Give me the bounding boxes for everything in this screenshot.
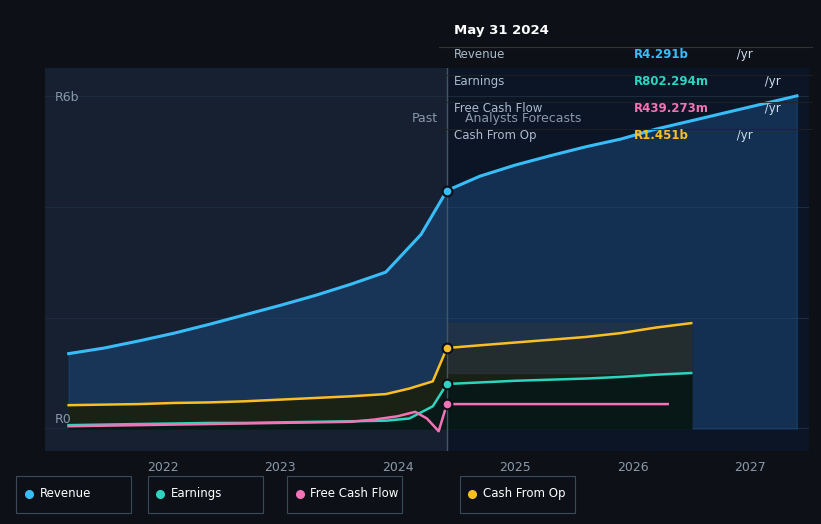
Text: R1.451b: R1.451b (634, 129, 688, 142)
FancyBboxPatch shape (16, 476, 131, 513)
FancyBboxPatch shape (460, 476, 575, 513)
Bar (45, 68, 447, 451)
Text: Revenue: Revenue (39, 487, 91, 500)
Text: Analysts Forecasts: Analysts Forecasts (465, 113, 581, 125)
Text: /yr: /yr (761, 102, 781, 115)
Text: /yr: /yr (733, 48, 753, 61)
Text: /yr: /yr (761, 75, 781, 89)
Text: Cash From Op: Cash From Op (454, 129, 537, 142)
Text: Earnings: Earnings (171, 487, 222, 500)
FancyBboxPatch shape (148, 476, 263, 513)
Text: Earnings: Earnings (454, 75, 506, 89)
Text: May 31 2024: May 31 2024 (454, 24, 549, 37)
Text: Revenue: Revenue (454, 48, 506, 61)
FancyBboxPatch shape (287, 476, 402, 513)
Text: Past: Past (411, 113, 438, 125)
Text: R4.291b: R4.291b (634, 48, 688, 61)
Text: R6b: R6b (54, 91, 79, 104)
Text: R802.294m: R802.294m (634, 75, 709, 89)
Text: Free Cash Flow: Free Cash Flow (310, 487, 399, 500)
Bar (447, 68, 809, 451)
Text: /yr: /yr (733, 129, 753, 142)
Text: R439.273m: R439.273m (634, 102, 709, 115)
Text: Cash From Op: Cash From Op (483, 487, 565, 500)
Text: Free Cash Flow: Free Cash Flow (454, 102, 543, 115)
Text: R0: R0 (54, 413, 71, 425)
